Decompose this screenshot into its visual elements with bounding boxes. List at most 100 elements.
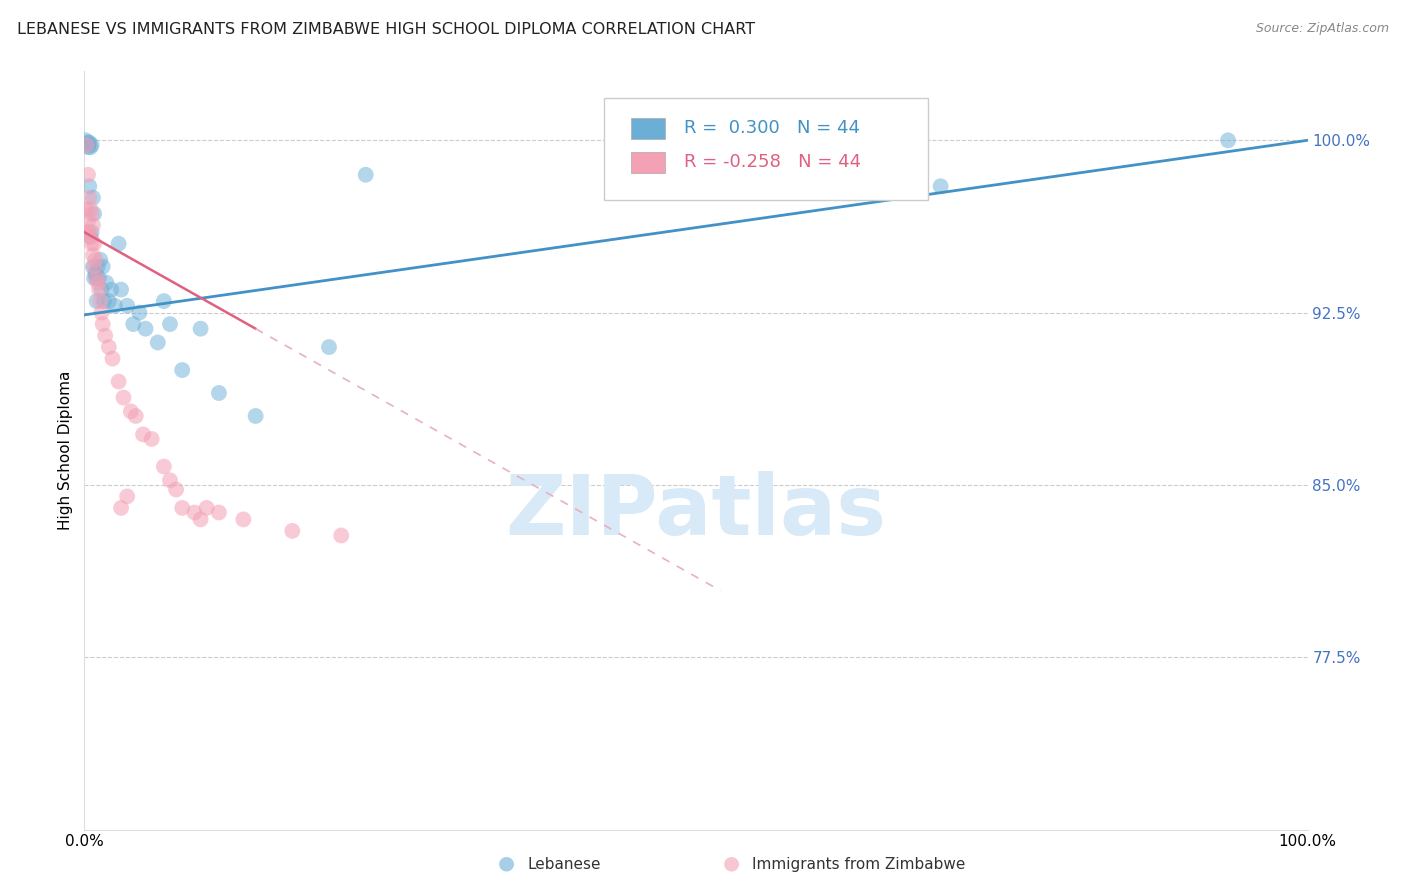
- Point: [107, 375, 129, 389]
- Point: [83, 207, 105, 221]
- Point: [245, 409, 267, 423]
- Point: [122, 317, 145, 331]
- FancyBboxPatch shape: [631, 152, 665, 173]
- Point: [89, 252, 111, 267]
- Point: [97, 294, 120, 309]
- Point: [80, 236, 103, 251]
- Point: [82, 191, 104, 205]
- Point: [89, 294, 111, 309]
- Point: [77, 136, 100, 150]
- Point: [77, 191, 100, 205]
- Text: Source: ZipAtlas.com: Source: ZipAtlas.com: [1256, 22, 1389, 36]
- Y-axis label: High School Diploma: High School Diploma: [58, 371, 73, 530]
- Point: [83, 260, 105, 274]
- Point: [1216, 133, 1239, 147]
- Point: [115, 299, 138, 313]
- Point: [79, 229, 101, 244]
- Point: [76, 225, 98, 239]
- Text: ●: ●: [498, 854, 515, 872]
- Point: [330, 528, 353, 542]
- Point: [195, 500, 218, 515]
- Point: [115, 490, 138, 504]
- Point: [90, 283, 112, 297]
- FancyBboxPatch shape: [631, 118, 665, 139]
- Point: [79, 202, 101, 217]
- Point: [84, 252, 107, 267]
- Point: [82, 248, 104, 262]
- Point: [83, 236, 105, 251]
- Point: [318, 340, 340, 354]
- Point: [112, 391, 135, 405]
- Point: [76, 137, 98, 152]
- Point: [77, 168, 100, 182]
- Point: [153, 294, 176, 309]
- Point: [80, 225, 103, 239]
- Text: LEBANESE VS IMMIGRANTS FROM ZIMBABWE HIGH SCHOOL DIPLOMA CORRELATION CHART: LEBANESE VS IMMIGRANTS FROM ZIMBABWE HIG…: [17, 22, 755, 37]
- Point: [80, 207, 103, 221]
- Point: [110, 500, 132, 515]
- Point: [82, 260, 104, 274]
- Point: [91, 317, 114, 331]
- Point: [83, 271, 105, 285]
- Point: [79, 229, 101, 244]
- Text: ●: ●: [723, 854, 740, 872]
- Point: [172, 500, 194, 515]
- Text: R =  0.300   N = 44: R = 0.300 N = 44: [683, 120, 859, 137]
- Point: [80, 137, 103, 152]
- Point: [94, 328, 117, 343]
- Point: [159, 473, 181, 487]
- Point: [146, 335, 169, 350]
- Point: [84, 267, 107, 281]
- Point: [86, 271, 108, 285]
- Point: [183, 506, 205, 520]
- Point: [86, 271, 108, 285]
- Point: [87, 276, 110, 290]
- Text: R = -0.258   N = 44: R = -0.258 N = 44: [683, 153, 860, 171]
- Point: [79, 140, 101, 154]
- Point: [86, 294, 108, 309]
- Point: [77, 213, 100, 227]
- Point: [153, 459, 176, 474]
- Point: [159, 317, 181, 331]
- Text: ZIPatlas: ZIPatlas: [506, 471, 886, 551]
- Point: [100, 283, 122, 297]
- Point: [87, 271, 110, 285]
- Point: [110, 283, 132, 297]
- Point: [120, 404, 142, 418]
- Point: [97, 340, 120, 354]
- Point: [190, 512, 212, 526]
- Point: [135, 321, 157, 335]
- Point: [90, 305, 112, 319]
- Point: [172, 363, 194, 377]
- FancyBboxPatch shape: [605, 98, 928, 201]
- Point: [125, 409, 148, 423]
- Point: [354, 168, 377, 182]
- Point: [91, 260, 114, 274]
- Point: [96, 276, 118, 290]
- Point: [132, 427, 155, 442]
- Point: [208, 386, 231, 401]
- Point: [281, 524, 304, 538]
- Point: [87, 260, 110, 274]
- Point: [93, 294, 115, 309]
- Point: [165, 483, 187, 497]
- Point: [77, 225, 100, 239]
- Point: [77, 179, 100, 194]
- Point: [101, 351, 124, 366]
- Point: [82, 219, 104, 233]
- Point: [190, 321, 212, 335]
- Point: [75, 133, 97, 147]
- Point: [929, 179, 952, 194]
- Point: [77, 140, 100, 154]
- Point: [141, 432, 163, 446]
- Point: [128, 305, 150, 319]
- Point: [87, 283, 110, 297]
- Point: [75, 202, 97, 217]
- Text: Immigrants from Zimbabwe: Immigrants from Zimbabwe: [752, 857, 966, 872]
- Point: [77, 136, 100, 150]
- Point: [107, 236, 129, 251]
- Text: Lebanese: Lebanese: [527, 857, 600, 872]
- Point: [76, 137, 98, 152]
- Point: [232, 512, 254, 526]
- Point: [104, 299, 127, 313]
